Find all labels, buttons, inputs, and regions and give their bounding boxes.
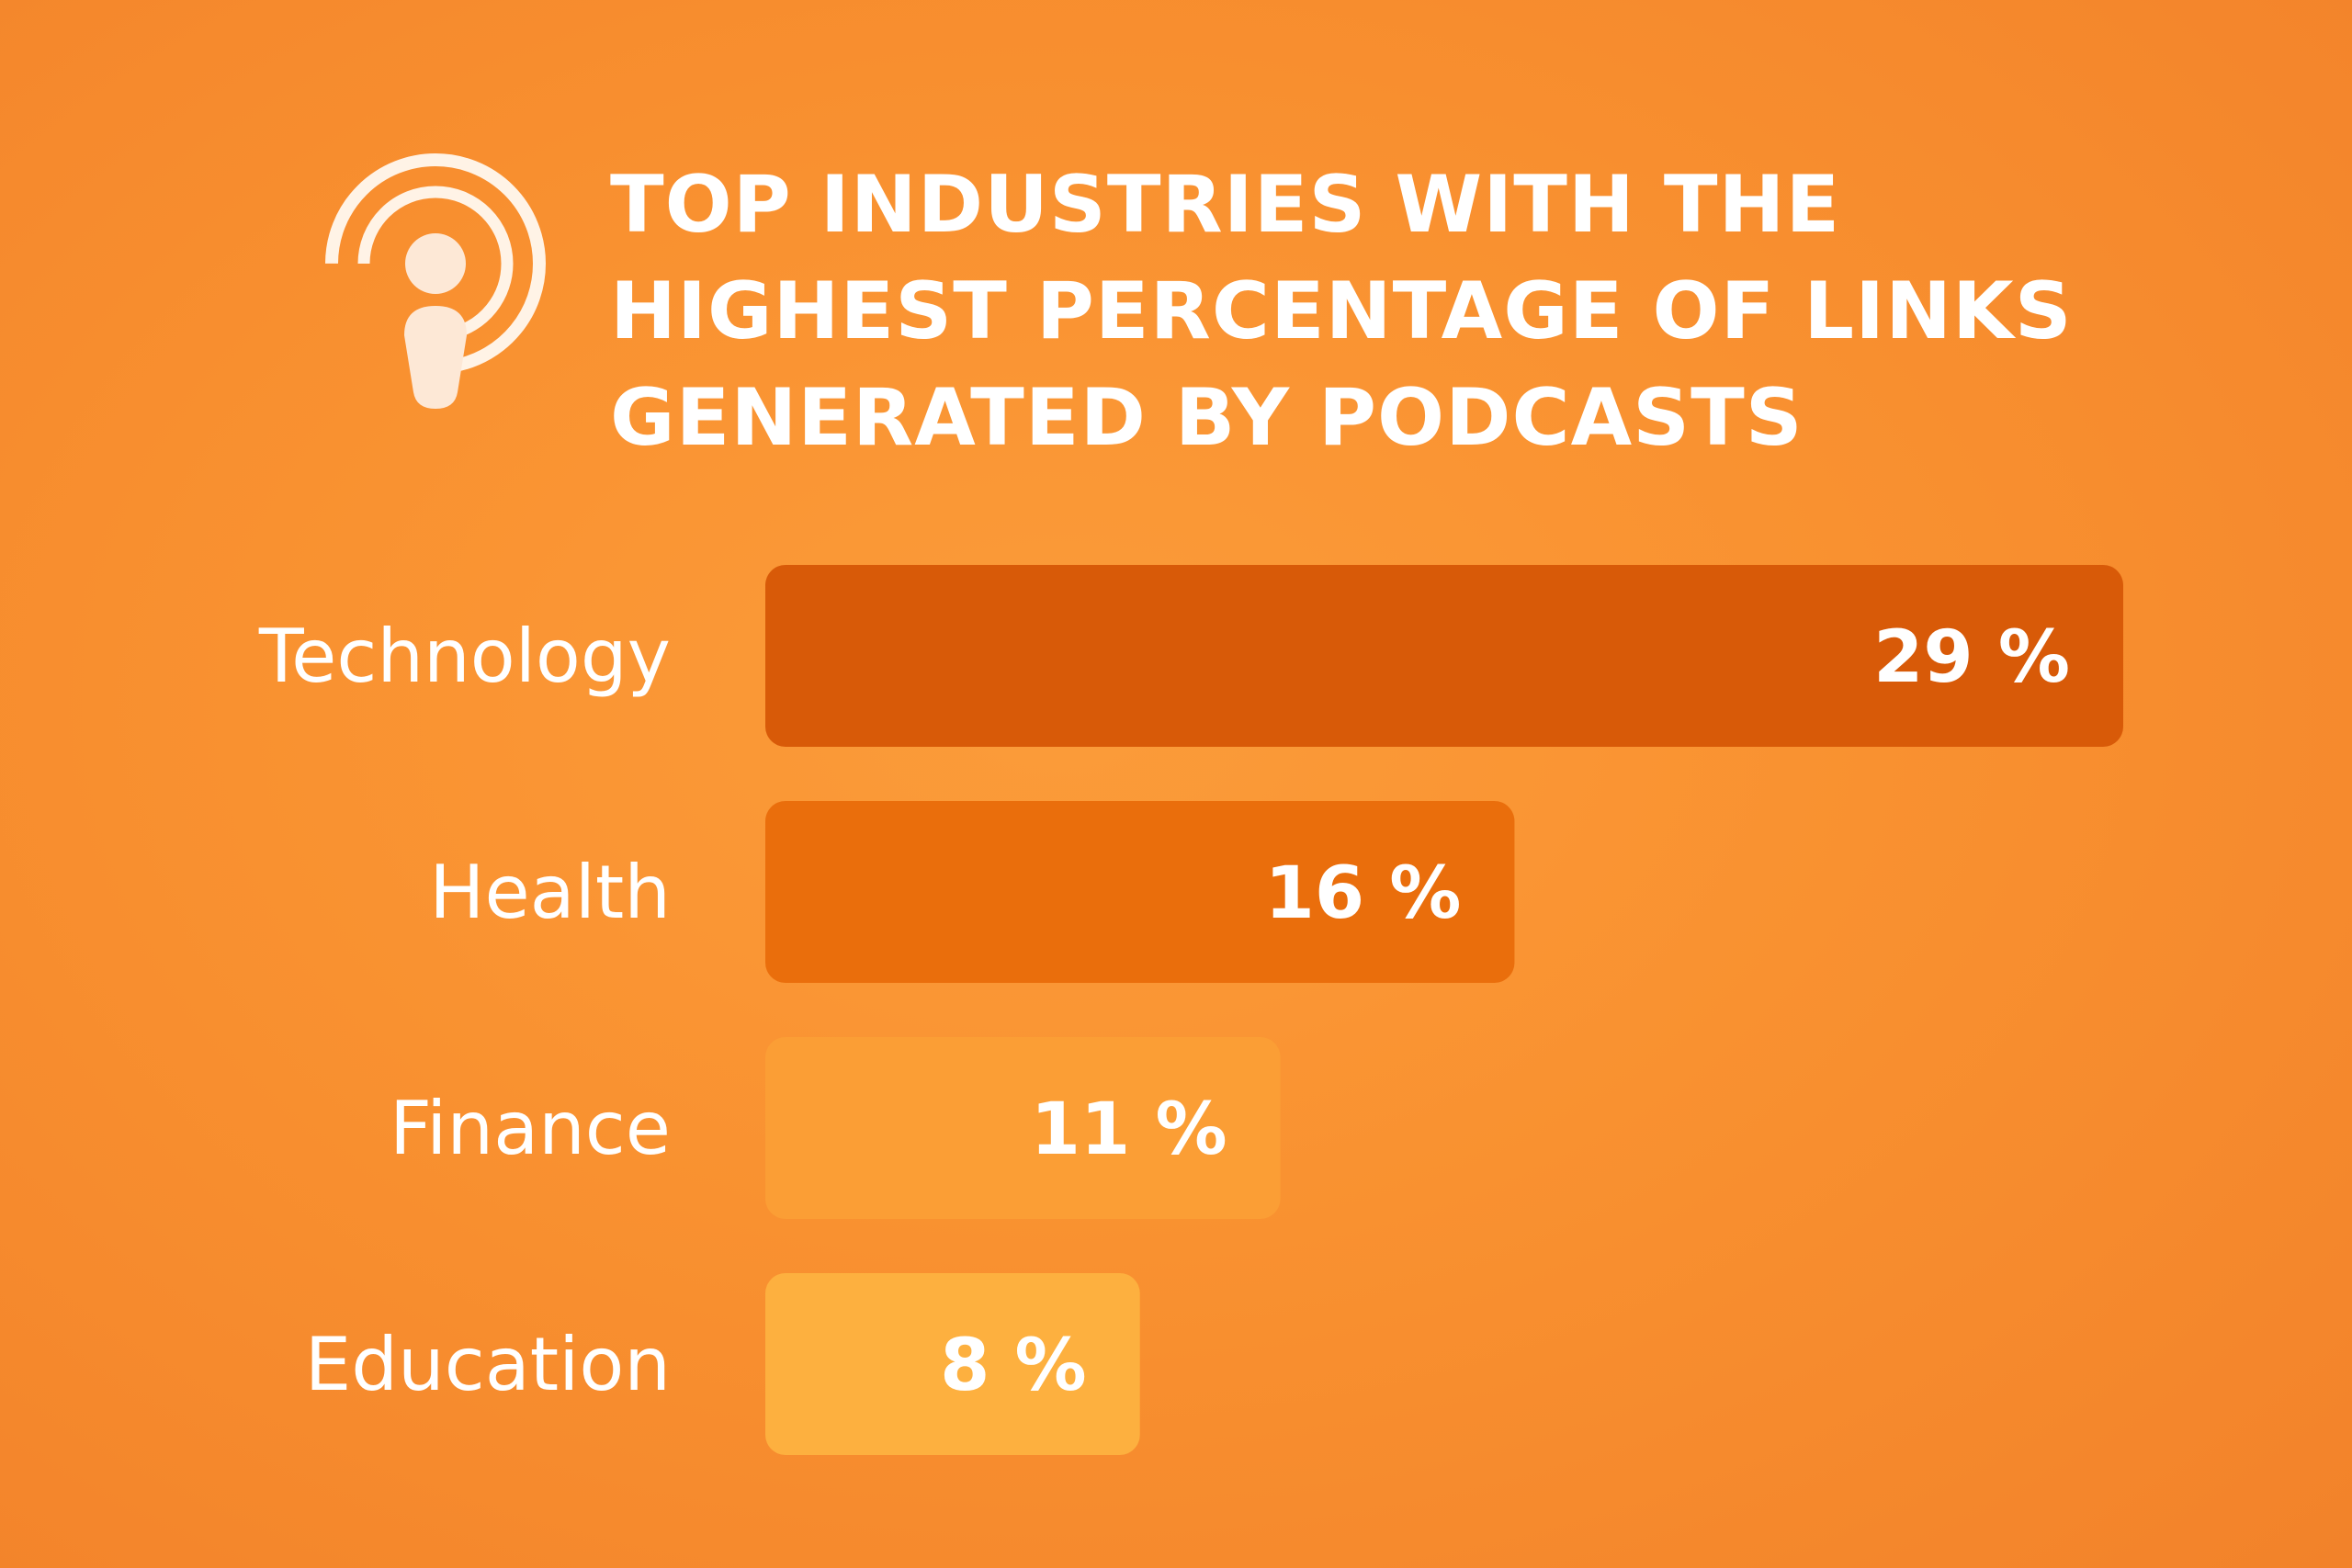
value-label-finance: 11 % xyxy=(1031,1089,1227,1171)
value-label-health: 16 % xyxy=(1265,852,1462,935)
value-label-education: 8 % xyxy=(940,1325,1087,1407)
bar-finance xyxy=(765,1037,1281,1219)
bar-health xyxy=(765,801,1515,983)
category-label-technology: Technology xyxy=(258,614,671,699)
chart-title: TOP INDUSTRIES WITH THE HIGHEST PERCENTA… xyxy=(610,159,2073,464)
category-label-education: Education xyxy=(305,1322,671,1407)
chart-header: TOP INDUSTRIES WITH THE HIGHEST PERCENTA… xyxy=(323,152,2207,464)
podcast-icon xyxy=(325,153,546,409)
category-label-finance: Finance xyxy=(390,1086,671,1171)
category-label-health: Health xyxy=(429,850,671,935)
value-label-technology: 29 % xyxy=(1873,616,2070,699)
bar-technology xyxy=(765,565,2123,747)
bar-education xyxy=(765,1273,1140,1455)
